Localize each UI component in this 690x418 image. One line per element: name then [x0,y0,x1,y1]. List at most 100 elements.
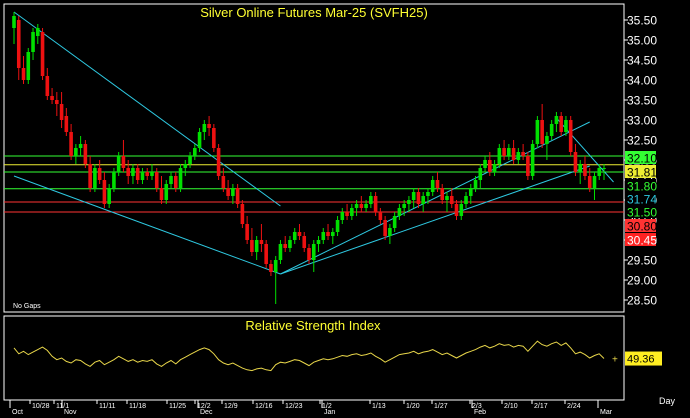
rsi-last-value-tag: 49.36 [625,351,662,366]
candle-body [392,216,397,228]
candle [597,164,602,180]
level-tag-bg [625,179,656,192]
candle-body [602,168,606,169]
candle [69,124,73,160]
candle-body [245,224,249,240]
candle-body [159,188,164,200]
candle [240,200,245,228]
candle [421,192,425,212]
x-tick-label: 11/18 [129,403,146,410]
candle-body [316,240,321,244]
level-tag-bg [625,219,656,232]
trendlines [13,11,614,275]
candle [383,216,387,240]
candle-body [178,168,183,188]
candle-body [511,148,516,160]
x-tick-label: Oct [12,409,23,416]
candle-body [102,180,107,204]
x-tick-label: 1/2 [322,403,332,410]
candle-body [573,152,578,172]
candle-body [292,232,297,240]
candle [212,124,216,152]
candle [169,172,173,188]
candle-body [559,116,563,132]
candle-body [516,152,521,160]
candle-body [269,264,273,272]
candle-body [55,100,59,104]
candle-body [597,168,602,176]
candle [573,144,578,176]
candle-body [40,32,45,76]
candle-body [154,172,159,188]
rsi-panel [3,315,625,401]
candle-body [373,196,378,212]
candle-body [64,116,69,132]
candle-body [188,156,192,164]
candle [88,156,92,192]
candle [259,224,264,252]
candle [193,144,197,160]
candle [45,68,50,100]
level-tag-label: 31.80 [627,180,657,194]
candle-body [69,132,73,156]
candle [316,236,321,252]
candle [511,140,516,164]
candle [235,184,240,208]
candle [135,164,140,184]
x-tick-label: 1/20 [406,403,420,410]
candle-body [492,164,497,172]
candle [35,24,40,44]
candle-body [207,124,211,128]
candle [183,160,188,176]
candle-body [216,148,221,176]
candle-body [549,124,554,136]
candle [273,256,278,304]
candle [492,160,497,176]
candle [602,164,606,180]
candle [164,180,169,204]
x-tick-label: 12/2 [197,403,211,410]
candle-body [231,188,235,196]
candle-body [107,188,111,204]
candle-body [212,128,216,148]
candle-body [330,232,335,236]
candle-body [335,220,340,232]
candle-body [250,240,254,252]
candle-body [397,208,402,216]
candle-body [468,188,473,196]
candle [407,196,411,212]
y-tick-label: 35.00 [627,34,657,48]
candle-body [350,208,354,216]
candle-body [421,196,425,204]
candle [426,188,430,204]
x-tick-label: Feb [474,409,486,416]
candle [93,164,97,192]
candle [145,168,150,180]
candle-body [369,196,373,204]
candle [516,148,521,164]
y-tick-label: 29.00 [627,274,657,288]
x-tick-label: Nov [64,409,77,416]
candle [526,152,530,180]
candle-body [264,244,268,264]
candle [330,228,335,244]
y-tick-label: 34.50 [627,54,657,68]
candle [250,228,254,256]
candle-body [16,20,21,68]
chart-title: Silver Online Futures Mar-25 (SVFH25) [200,5,428,20]
candle [245,216,249,244]
candle-body [240,204,245,224]
candle-body [388,228,392,236]
candle [583,156,587,180]
candles [12,12,606,304]
candle [473,176,478,192]
x-tick-label: 2/24 [567,403,581,410]
candle-body [93,168,97,188]
y-tick-label: 34.00 [627,74,657,88]
candle [288,236,292,252]
candle-body [521,152,525,156]
candle [231,184,235,204]
candle-body [221,176,226,188]
